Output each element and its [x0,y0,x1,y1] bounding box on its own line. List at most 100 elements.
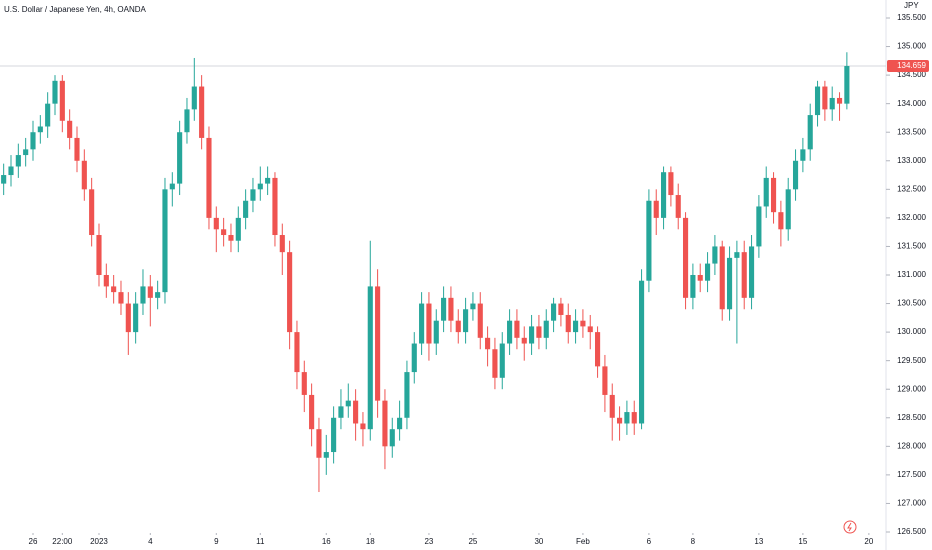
candle-body [778,212,784,230]
candle-body [74,137,80,161]
candle-body [441,297,447,321]
y-tick-label: 127.000 [897,499,926,508]
candle-body [558,303,564,315]
candle-body [221,229,227,236]
x-tick-label: 20 [864,537,873,546]
x-tick-label: 16 [322,537,331,546]
y-tick-label: 134.500 [897,70,926,79]
y-tick-label: 129.500 [897,356,926,365]
x-tick-label: 13 [754,537,763,546]
y-tick-label: 126.500 [897,527,926,536]
candle-body [125,303,131,333]
candle-body [133,303,139,333]
candle-body [668,172,674,196]
candle-body [272,177,278,236]
candle-body [360,423,366,430]
candle-body [602,366,608,395]
alert-icon[interactable] [843,520,857,534]
x-tick-label: 6 [647,537,652,546]
candle-body [147,286,153,298]
candle-body [814,86,821,116]
candle-body [15,155,21,167]
candle-body [587,326,593,333]
candle-body [836,97,843,104]
candle-body [89,189,95,236]
y-tick-label: 129.000 [897,384,926,393]
y-tick-label: 132.000 [897,213,926,222]
candle-body [507,320,513,344]
candle-body [1,175,7,184]
y-tick-label: 131.500 [897,242,926,251]
candle-body [30,132,36,150]
candle-body [800,149,806,161]
candle-body [257,183,263,190]
y-axis-label: JPY [904,1,919,10]
candle-body [353,400,359,424]
candle-body [309,394,315,430]
candle-body [529,326,535,344]
candle-body [455,320,461,333]
x-tick-label: 9 [214,537,219,546]
x-tick-label: 26 [29,537,38,546]
candle-body [770,177,777,213]
candle-body [675,195,681,218]
candle-body [492,349,498,378]
candle-body [543,320,549,338]
candle-body [448,297,454,321]
candle-body [470,303,476,310]
candle-body [96,235,102,275]
candle-body [8,166,14,176]
candle-body [389,429,395,447]
y-tick-label: 135.500 [897,13,926,22]
y-tick-label: 134.000 [897,99,926,108]
candle-body [52,80,58,104]
candle-body [67,120,73,138]
candle-body [155,292,161,298]
candle-body [331,417,337,453]
candle-body [829,97,835,110]
candle-body [682,217,689,298]
candle-body [690,274,696,298]
candle-body [741,252,747,298]
last-price-label: 134.659 [897,61,926,70]
y-tick-label: 128.000 [897,441,926,450]
x-tick-label: 18 [366,537,375,546]
x-tick-label: 25 [468,537,477,546]
x-tick-label: Feb [576,537,590,546]
candle-body [785,189,791,230]
candle-body [426,303,432,344]
candle-body [565,314,571,333]
candle-body [287,252,293,333]
candle-body [807,115,813,150]
candle-body [433,320,439,344]
candle-body [294,332,300,373]
y-tick-label: 127.500 [897,470,926,479]
candle-body [375,286,381,401]
candle-body [756,206,762,247]
candle-body [45,103,51,127]
candle-body [646,200,652,281]
candle-body [609,394,615,418]
x-tick-label: 30 [534,537,543,546]
candle-body [235,217,241,241]
candle-body [792,160,799,190]
candle-body [140,286,146,304]
candle-body [345,400,351,407]
y-tick-label: 133.000 [897,156,926,165]
candle-body [367,286,373,430]
candle-body [485,337,491,350]
candle-body [595,332,601,367]
y-tick-label: 130.000 [897,327,926,336]
candle-body [580,320,586,327]
candle-body [844,66,850,104]
candle-body [37,126,43,133]
candle-body [243,200,249,218]
candle-body [748,246,755,298]
candle-body [551,303,557,321]
candle-body [118,292,124,304]
candle-body [265,177,271,184]
candle-body [111,286,117,293]
candle-body [250,189,256,201]
